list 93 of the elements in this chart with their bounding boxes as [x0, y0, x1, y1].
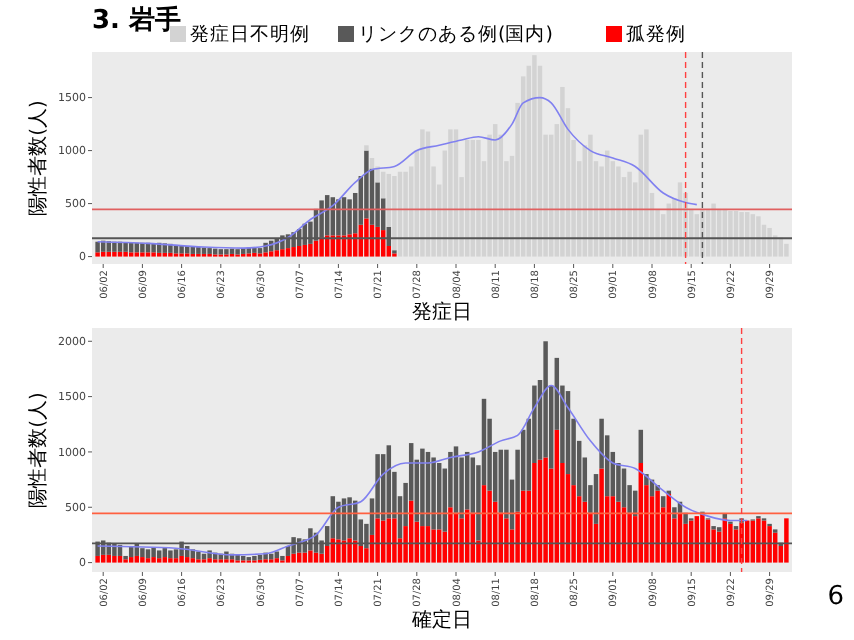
- bar: [504, 518, 509, 563]
- bar: [151, 557, 156, 563]
- bar: [140, 548, 145, 558]
- x-axis-title: 発症日: [412, 300, 472, 324]
- bar: [616, 501, 621, 563]
- bar: [224, 249, 229, 255]
- text: 6: [827, 582, 844, 612]
- bar: [308, 243, 313, 257]
- bar: [117, 555, 123, 563]
- bar: [123, 251, 128, 257]
- bar: [291, 247, 296, 257]
- chart-title: 3. 岩手: [92, 4, 182, 36]
- bar: [347, 497, 352, 539]
- bar: [347, 538, 352, 563]
- bar: [420, 526, 425, 563]
- line-series: [96, 384, 748, 556]
- bar: [392, 176, 397, 251]
- bar: [358, 546, 364, 563]
- bar: [756, 518, 761, 563]
- bar: [100, 251, 106, 257]
- bar: [336, 235, 341, 257]
- bar: [431, 457, 436, 530]
- bar: [128, 557, 134, 563]
- legend-label: 発症日不明例: [190, 22, 310, 46]
- bar: [532, 463, 537, 563]
- bar: [336, 501, 341, 540]
- bar: [112, 241, 117, 252]
- bar: [784, 243, 789, 257]
- y-axis-title: 陽性者数(人): [26, 392, 50, 508]
- bar: [375, 518, 380, 563]
- bar: [599, 468, 604, 563]
- legend-label: 孤発例: [626, 22, 686, 46]
- bar: [364, 150, 369, 219]
- bar: [196, 247, 201, 254]
- bar: [112, 555, 117, 563]
- bar: [173, 549, 179, 559]
- bar: [627, 512, 632, 563]
- bar: [728, 523, 733, 563]
- bar: [302, 244, 308, 257]
- bar: [285, 248, 291, 257]
- bar: [448, 507, 453, 563]
- x-axis-title: 確定日: [410, 608, 472, 632]
- bar: [784, 518, 789, 563]
- bar: [117, 251, 123, 257]
- bar: [291, 553, 296, 563]
- bar: [257, 554, 263, 560]
- bar: [543, 457, 548, 563]
- bar: [106, 554, 112, 563]
- bar: [184, 557, 190, 563]
- bar: [375, 226, 380, 257]
- bar: [336, 539, 341, 563]
- bar: [179, 555, 184, 563]
- bar: [112, 251, 117, 257]
- bar: [683, 512, 688, 524]
- bar: [313, 240, 319, 257]
- bar: [347, 234, 352, 257]
- bar: [431, 529, 436, 563]
- bar: [319, 553, 324, 563]
- bar: [296, 245, 302, 257]
- y-axis-title: 陽性者数(人): [26, 100, 50, 216]
- bar: [308, 550, 313, 563]
- bar: [235, 249, 240, 255]
- bar: [274, 250, 280, 257]
- bar: [285, 555, 291, 563]
- bar: [280, 555, 285, 561]
- bar: [319, 237, 324, 257]
- bar: [162, 557, 168, 563]
- bar: [134, 555, 140, 563]
- legend-label: リンクのある例(国内): [358, 22, 553, 46]
- line-series: [96, 96, 698, 249]
- bar: [767, 526, 772, 563]
- bar: [140, 557, 145, 563]
- bar: [168, 550, 173, 559]
- bar: [324, 546, 330, 563]
- bar: [95, 555, 100, 563]
- bar: [364, 218, 369, 257]
- bar: [252, 555, 257, 561]
- bar: [280, 249, 285, 257]
- bar: [655, 490, 660, 563]
- bar: [106, 251, 112, 257]
- bar: [392, 518, 397, 563]
- bar: [268, 251, 274, 257]
- bar: [672, 507, 677, 519]
- bar: [700, 512, 705, 563]
- bar: [145, 549, 151, 559]
- bar: [487, 490, 492, 563]
- bar: [123, 242, 128, 252]
- bar: [420, 448, 425, 527]
- bar: [196, 551, 201, 560]
- bar: [364, 145, 369, 151]
- bar: [100, 554, 106, 563]
- bar: [207, 248, 212, 254]
- bar: [156, 550, 162, 559]
